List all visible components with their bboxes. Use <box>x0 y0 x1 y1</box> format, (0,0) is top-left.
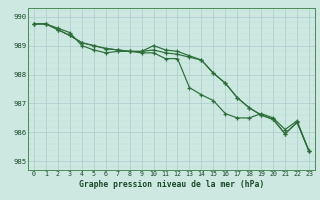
X-axis label: Graphe pression niveau de la mer (hPa): Graphe pression niveau de la mer (hPa) <box>79 180 264 189</box>
